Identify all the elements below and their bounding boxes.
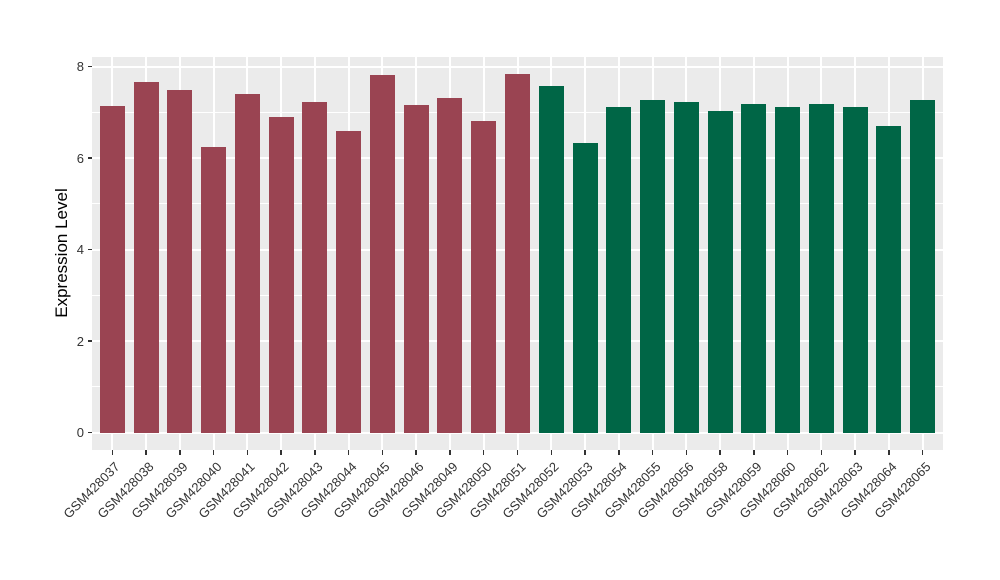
y-tick-mark-8 <box>88 65 92 68</box>
y-tick-label-0: 0 <box>76 425 84 440</box>
bar-GSM428038 <box>133 81 159 433</box>
bar-GSM428041 <box>234 93 260 433</box>
x-tick-mark-GSM428045 <box>381 450 384 455</box>
plot-panel <box>92 57 943 450</box>
x-tick-mark-GSM428044 <box>347 450 350 455</box>
x-tick-mark-GSM428058 <box>719 450 721 455</box>
y-tick-label-6: 6 <box>76 150 84 166</box>
x-tick-mark-GSM428064 <box>888 450 890 455</box>
x-tick-mark-GSM428063 <box>854 450 856 455</box>
x-tick-mark-GSM428038 <box>145 450 147 455</box>
bar-GSM428044 <box>336 131 362 433</box>
bar-GSM428056 <box>673 101 699 433</box>
x-tick-mark-GSM428046 <box>415 450 417 455</box>
bar-GSM428042 <box>268 116 294 433</box>
y-tick-mark-6 <box>88 157 92 159</box>
bar-GSM428040 <box>201 146 227 433</box>
bar-GSM428059 <box>741 103 767 433</box>
bar-GSM428052 <box>538 85 564 433</box>
x-tick-mark-GSM428062 <box>820 450 823 455</box>
bar-GSM428063 <box>842 106 868 433</box>
y-tick-mark-0 <box>88 431 92 434</box>
bar-GSM428055 <box>640 99 666 433</box>
bar-GSM428058 <box>707 111 733 433</box>
bar-GSM428037 <box>99 106 125 433</box>
x-tick-mark-GSM428053 <box>584 450 586 455</box>
x-tick-mark-GSM428059 <box>753 450 755 455</box>
x-tick-mark-GSM428051 <box>516 450 519 455</box>
bar-GSM428050 <box>471 121 497 433</box>
bar-GSM428053 <box>572 142 598 433</box>
x-tick-mark-GSM428040 <box>212 450 215 455</box>
bar-GSM428043 <box>302 101 328 433</box>
x-tick-mark-GSM428056 <box>685 450 688 455</box>
bar-GSM428039 <box>167 89 193 433</box>
x-tick-mark-GSM428043 <box>314 450 316 455</box>
x-tick-mark-GSM428041 <box>246 450 249 455</box>
x-tick-mark-GSM428052 <box>550 450 553 455</box>
x-tick-label-GSM428065: GSM428065 <box>871 459 934 522</box>
bar-GSM428054 <box>606 107 632 433</box>
bar-GSM428065 <box>910 100 936 433</box>
x-tick-mark-GSM428050 <box>482 450 485 455</box>
bar-GSM428051 <box>505 73 530 433</box>
y-tick-mark-4 <box>88 248 92 251</box>
x-tick-mark-GSM428054 <box>618 450 620 455</box>
bar-GSM428045 <box>369 74 395 433</box>
bar-GSM428046 <box>403 104 429 433</box>
bar-GSM428062 <box>808 103 834 433</box>
x-tick-label-anchor-GSM428065: GSM428065 <box>623 458 933 521</box>
bar-GSM428060 <box>775 107 801 433</box>
bar-GSM428064 <box>876 125 902 433</box>
y-tick-label-2: 2 <box>76 333 84 349</box>
x-tick-mark-GSM428060 <box>786 450 789 455</box>
x-tick-mark-GSM428065 <box>921 450 924 455</box>
x-tick-mark-GSM428042 <box>280 450 282 455</box>
y-tick-label-8: 8 <box>76 59 84 74</box>
x-tick-mark-GSM428037 <box>111 450 113 455</box>
x-tick-mark-GSM428055 <box>651 450 654 455</box>
x-tick-mark-GSM428049 <box>449 450 451 455</box>
y-tick-label-4: 4 <box>76 242 84 257</box>
x-tick-mark-GSM428039 <box>179 450 181 455</box>
y-tick-mark-2 <box>88 340 92 342</box>
bar-GSM428049 <box>437 98 463 433</box>
